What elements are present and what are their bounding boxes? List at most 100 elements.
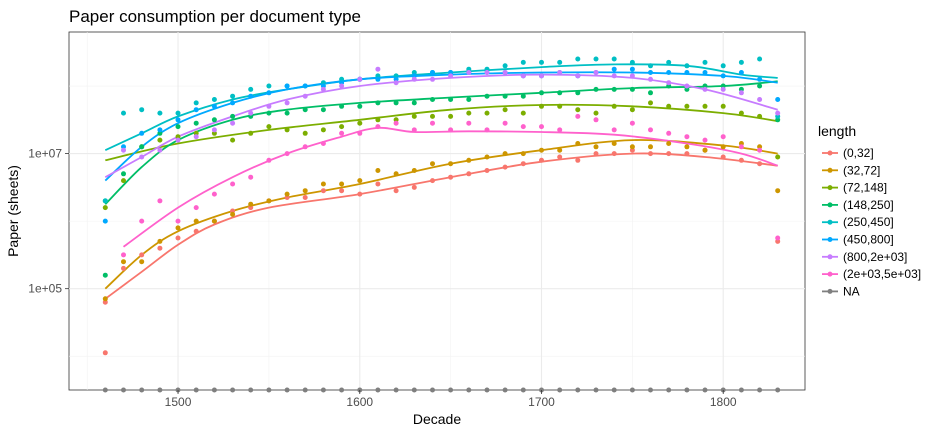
data-point [629,120,635,126]
data-point [302,188,308,194]
data-point [339,387,345,393]
data-point [102,218,108,224]
data-point [266,90,272,96]
data-point [175,225,181,231]
data-point [102,272,108,278]
data-point [575,56,581,62]
trend-lines [104,63,778,300]
data-point [121,171,126,177]
data-point [393,188,399,194]
data-point [448,174,454,180]
data-point [702,147,708,153]
legend-key-point [827,254,833,260]
data-point [466,157,472,163]
data-point [248,86,254,92]
data-point [520,124,526,130]
data-point [266,387,272,393]
data-point [684,151,690,157]
data-point [266,110,272,116]
data-point [339,124,345,130]
y-tick-label: 1e+07 [28,147,62,161]
data-point [757,83,763,89]
legend-label: NA [843,284,860,298]
data-point [593,117,599,123]
data-point [738,157,744,163]
data-point [411,168,417,173]
data-point [557,127,563,133]
data-point [520,93,526,99]
legend-label: (148,250] [843,198,894,212]
data-point [121,147,126,153]
data-point [230,93,236,99]
data-point [139,154,145,160]
data-point [611,56,617,62]
data-point [430,113,435,119]
data-point [157,387,163,393]
data-point [648,387,653,393]
data-point [430,76,435,82]
data-point [629,59,635,65]
data-point [266,103,272,109]
data-point [648,127,653,133]
data-point [448,97,454,102]
legend-label: (2e+03,5e+03] [843,267,921,281]
data-point [738,144,744,150]
data-point [648,90,653,96]
data-point [430,70,435,75]
data-point [320,181,326,187]
data-point [593,151,599,157]
data-point [757,56,763,62]
data-point [411,100,417,106]
data-point [520,59,526,65]
data-point [139,218,145,224]
data-point [757,113,763,119]
data-point [357,76,363,82]
data-point [484,93,490,99]
data-point [775,188,781,194]
data-point [629,107,635,113]
data-point [211,127,217,133]
data-point [430,97,435,102]
data-point [211,117,217,123]
data-point [484,127,490,133]
data-point [593,144,599,150]
legend-label: (0,32] [843,146,874,160]
data-point [684,144,690,150]
data-point [702,387,708,393]
data-point [357,103,363,109]
data-point [157,198,163,204]
legend-title: length [818,123,856,139]
data-point [520,73,526,79]
data-point [211,218,217,224]
legend-label: (72,148] [843,181,887,195]
data-point [302,83,308,89]
data-point [339,83,345,89]
data-point [593,86,599,92]
data-point [684,387,690,393]
data-point [775,387,781,393]
data-point [230,211,236,217]
data-point [411,184,417,190]
data-point [230,120,236,126]
y-tick-label: 1e+05 [28,282,62,296]
data-point [539,73,544,79]
data-point [266,157,272,163]
data-point [102,350,108,356]
trend-line [104,71,778,182]
data-point [211,387,217,393]
data-point [393,100,399,106]
data-point [375,181,381,187]
data-point [320,141,326,146]
data-point [666,70,672,75]
data-point [375,66,381,72]
data-point [393,80,399,86]
data-point [720,73,726,79]
data-point [121,110,126,116]
legend-key-point [827,288,833,294]
data-point [339,103,345,109]
data-point [121,259,126,265]
data-point [357,178,363,184]
data-point [375,117,381,123]
data-point [466,110,472,116]
data-point [302,107,308,113]
